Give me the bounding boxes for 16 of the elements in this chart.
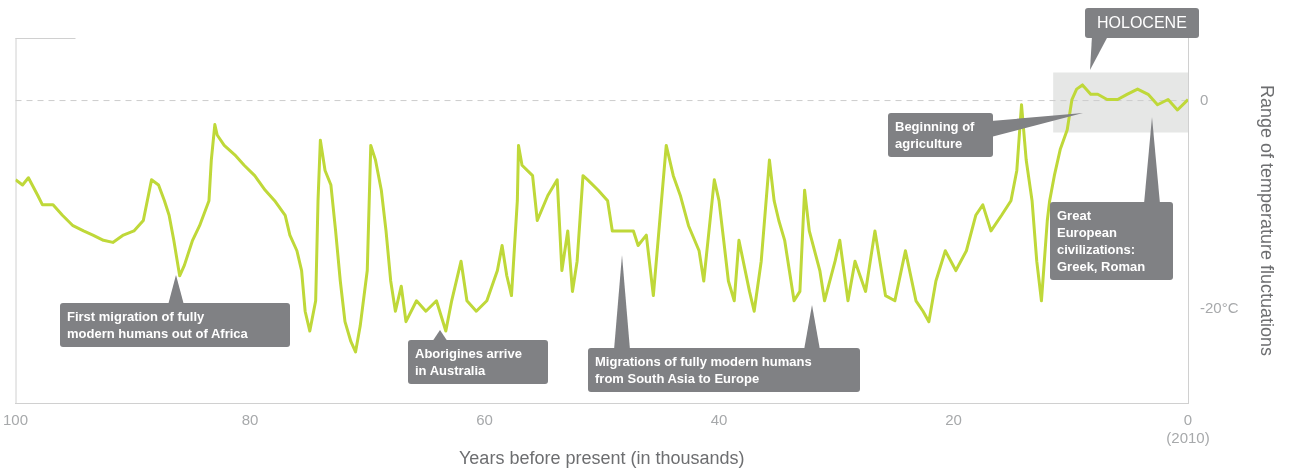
x-axis-title: Years before present (in thousands) bbox=[459, 448, 745, 469]
annotation: First migration of fully modern humans out of Africa bbox=[60, 303, 290, 347]
x-tick-label: 20 bbox=[945, 411, 962, 429]
annotation: Migrations of fully modern humans from South Asia to Europe bbox=[588, 348, 860, 392]
annotation: Great European civilizations: Greek, Roman bbox=[1050, 202, 1173, 280]
x-tick-label: 40 bbox=[710, 411, 728, 429]
annotation: Beginning of agriculture bbox=[888, 113, 993, 157]
x-tick-label: 0 (2010) bbox=[1166, 411, 1210, 447]
y-axis-title: Range of temperature fluctuations bbox=[1257, 84, 1278, 357]
x-tick-label: 100 bbox=[3, 411, 29, 429]
x-tick-label: 60 bbox=[476, 411, 493, 429]
band-label: HOLOCENE bbox=[1085, 8, 1199, 38]
y-tick-label: 0 bbox=[1200, 90, 1209, 108]
y-tick-label: -20°C bbox=[1200, 299, 1239, 317]
x-tick-label: 80 bbox=[241, 411, 259, 429]
annotation: Aborigines arrive in Australia bbox=[408, 340, 548, 384]
